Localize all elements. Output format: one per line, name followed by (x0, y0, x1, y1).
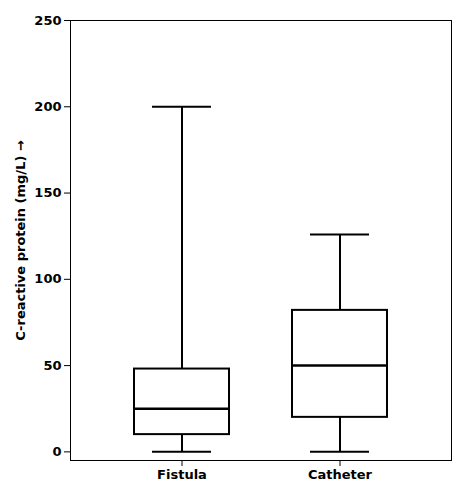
svg-text:0: 0 (52, 444, 61, 459)
svg-text:200: 200 (34, 99, 61, 114)
svg-text:150: 150 (34, 185, 61, 200)
svg-text:C-reactive protein (mg/L) →: C-reactive protein (mg/L) → (13, 140, 28, 341)
svg-text:50: 50 (43, 358, 61, 373)
svg-text:100: 100 (34, 271, 61, 286)
svg-text:Catheter: Catheter (308, 467, 373, 482)
svg-text:250: 250 (34, 13, 61, 28)
svg-text:Fistula: Fistula (157, 467, 207, 482)
